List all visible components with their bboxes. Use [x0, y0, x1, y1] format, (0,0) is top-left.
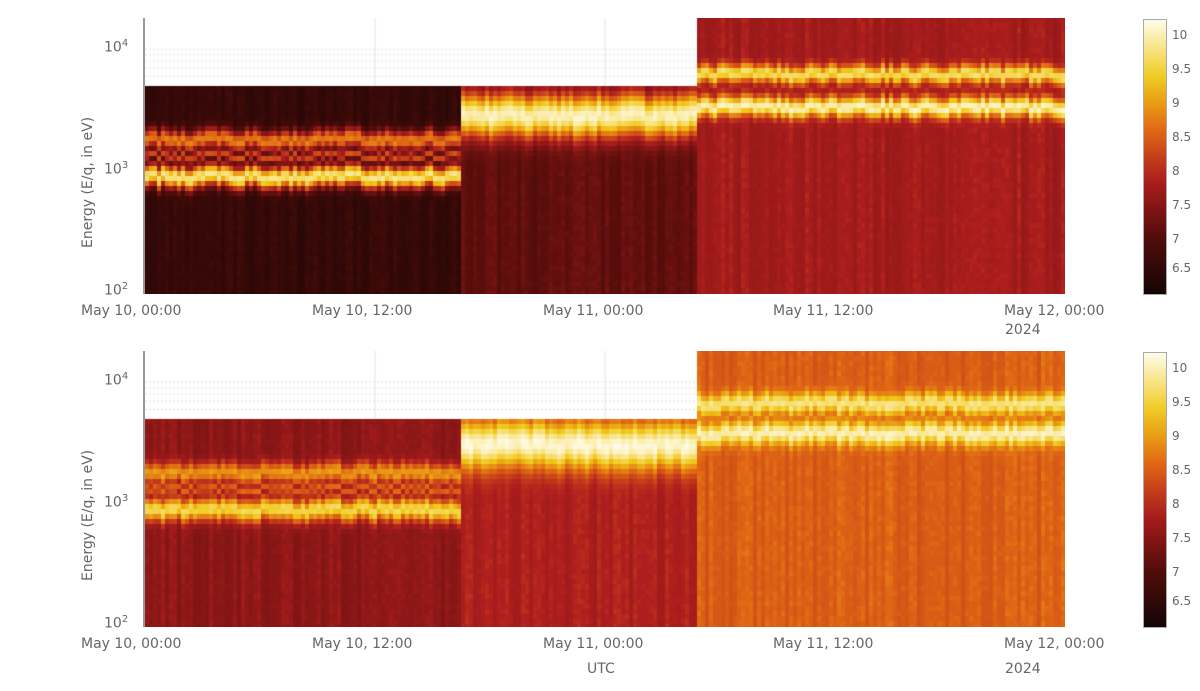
colorbar-tick: 7.5	[1172, 531, 1192, 545]
colorbar-tick: 10	[1172, 361, 1188, 375]
colorbar-tick: 9	[1172, 429, 1180, 443]
y-tick-10e4: 104	[104, 371, 129, 389]
x-axis-label: UTC	[587, 661, 615, 677]
x-tick-label: May 12, 00:00	[1004, 636, 1105, 652]
x-tick-label: May 11, 00:00	[543, 303, 644, 319]
colorbar-tick: 7.5	[1172, 198, 1192, 212]
colorbar-tick: 7	[1172, 232, 1180, 246]
colorbar-tick: 8	[1172, 497, 1180, 511]
y-tick-10e2: 102	[104, 281, 129, 299]
x-tick-label: May 11, 12:00	[773, 303, 874, 319]
top-spectrogram-panel: Energy (E/q, in eV) 104 103 102 May 10, …	[0, 0, 1200, 345]
x-tick-label: May 10, 12:00	[312, 636, 413, 652]
x-tick-label: May 11, 12:00	[773, 636, 874, 652]
colorbar-tick: 9	[1172, 96, 1180, 110]
bottom-spectrogram-panel: Energy (E/q, in eV) 104 103 102 May 10, …	[0, 333, 1200, 691]
colorbar	[1143, 352, 1167, 628]
year-label: 2024	[1005, 661, 1041, 677]
y-axis-label: Energy (E/q, in eV)	[80, 449, 96, 581]
y-tick-10e3: 103	[104, 493, 129, 511]
spectrogram-heatmap	[145, 351, 1065, 627]
colorbar-tick: 8.5	[1172, 130, 1192, 144]
colorbar	[1143, 19, 1167, 295]
year-label: 2024	[1005, 322, 1041, 338]
colorbar-tick: 6.5	[1172, 594, 1192, 608]
x-tick-label: May 10, 00:00	[81, 636, 182, 652]
y-axis-label: Energy (E/q, in eV)	[80, 116, 96, 248]
colorbar-tick: 7	[1172, 565, 1180, 579]
y-axis-line	[143, 18, 145, 294]
y-tick-10e4: 104	[104, 38, 129, 56]
x-tick-label: May 11, 00:00	[543, 636, 644, 652]
colorbar-tick: 8.5	[1172, 463, 1192, 477]
colorbar-tick: 9.5	[1172, 62, 1192, 76]
y-tick-10e3: 103	[104, 160, 129, 178]
x-tick-label: May 12, 00:00	[1004, 303, 1105, 319]
x-tick-label: May 10, 12:00	[312, 303, 413, 319]
colorbar-tick: 10	[1172, 28, 1188, 42]
x-tick-label: May 10, 00:00	[81, 303, 182, 319]
y-axis-line	[143, 351, 145, 627]
colorbar-tick: 6.5	[1172, 261, 1192, 275]
spectrogram-heatmap	[145, 18, 1065, 294]
colorbar-tick: 8	[1172, 164, 1180, 178]
colorbar-tick: 9.5	[1172, 395, 1192, 409]
y-tick-10e2: 102	[104, 614, 129, 632]
